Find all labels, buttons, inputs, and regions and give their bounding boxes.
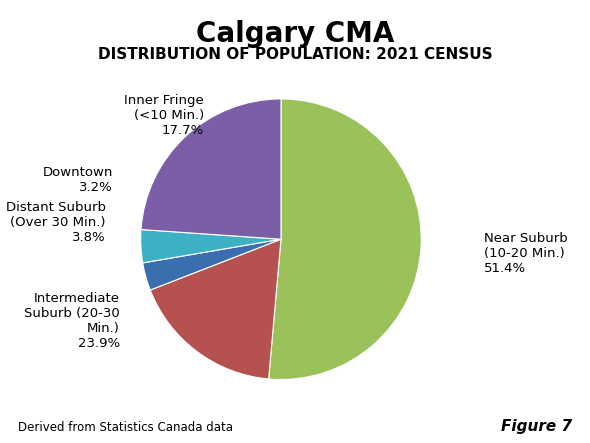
Text: Distant Suburb
(Over 30 Min.)
3.8%: Distant Suburb (Over 30 Min.) 3.8% [6,201,106,244]
Wedge shape [268,99,421,380]
Wedge shape [140,229,281,263]
Text: Downtown
3.2%: Downtown 3.2% [42,166,113,194]
Text: Near Suburb
(10-20 Min.)
51.4%: Near Suburb (10-20 Min.) 51.4% [484,232,568,275]
Text: Figure 7: Figure 7 [501,419,572,434]
Wedge shape [150,239,281,379]
Wedge shape [143,239,281,290]
Text: DISTRIBUTION OF POPULATION: 2021 CENSUS: DISTRIBUTION OF POPULATION: 2021 CENSUS [98,47,492,62]
Text: Intermediate
Suburb (20-30
Min.)
23.9%: Intermediate Suburb (20-30 Min.) 23.9% [24,291,120,350]
Text: Inner Fringe
(<10 Min.)
17.7%: Inner Fringe (<10 Min.) 17.7% [124,94,204,137]
Wedge shape [141,99,281,239]
Text: Calgary CMA: Calgary CMA [196,20,394,48]
Text: Derived from Statistics Canada data: Derived from Statistics Canada data [18,421,232,434]
